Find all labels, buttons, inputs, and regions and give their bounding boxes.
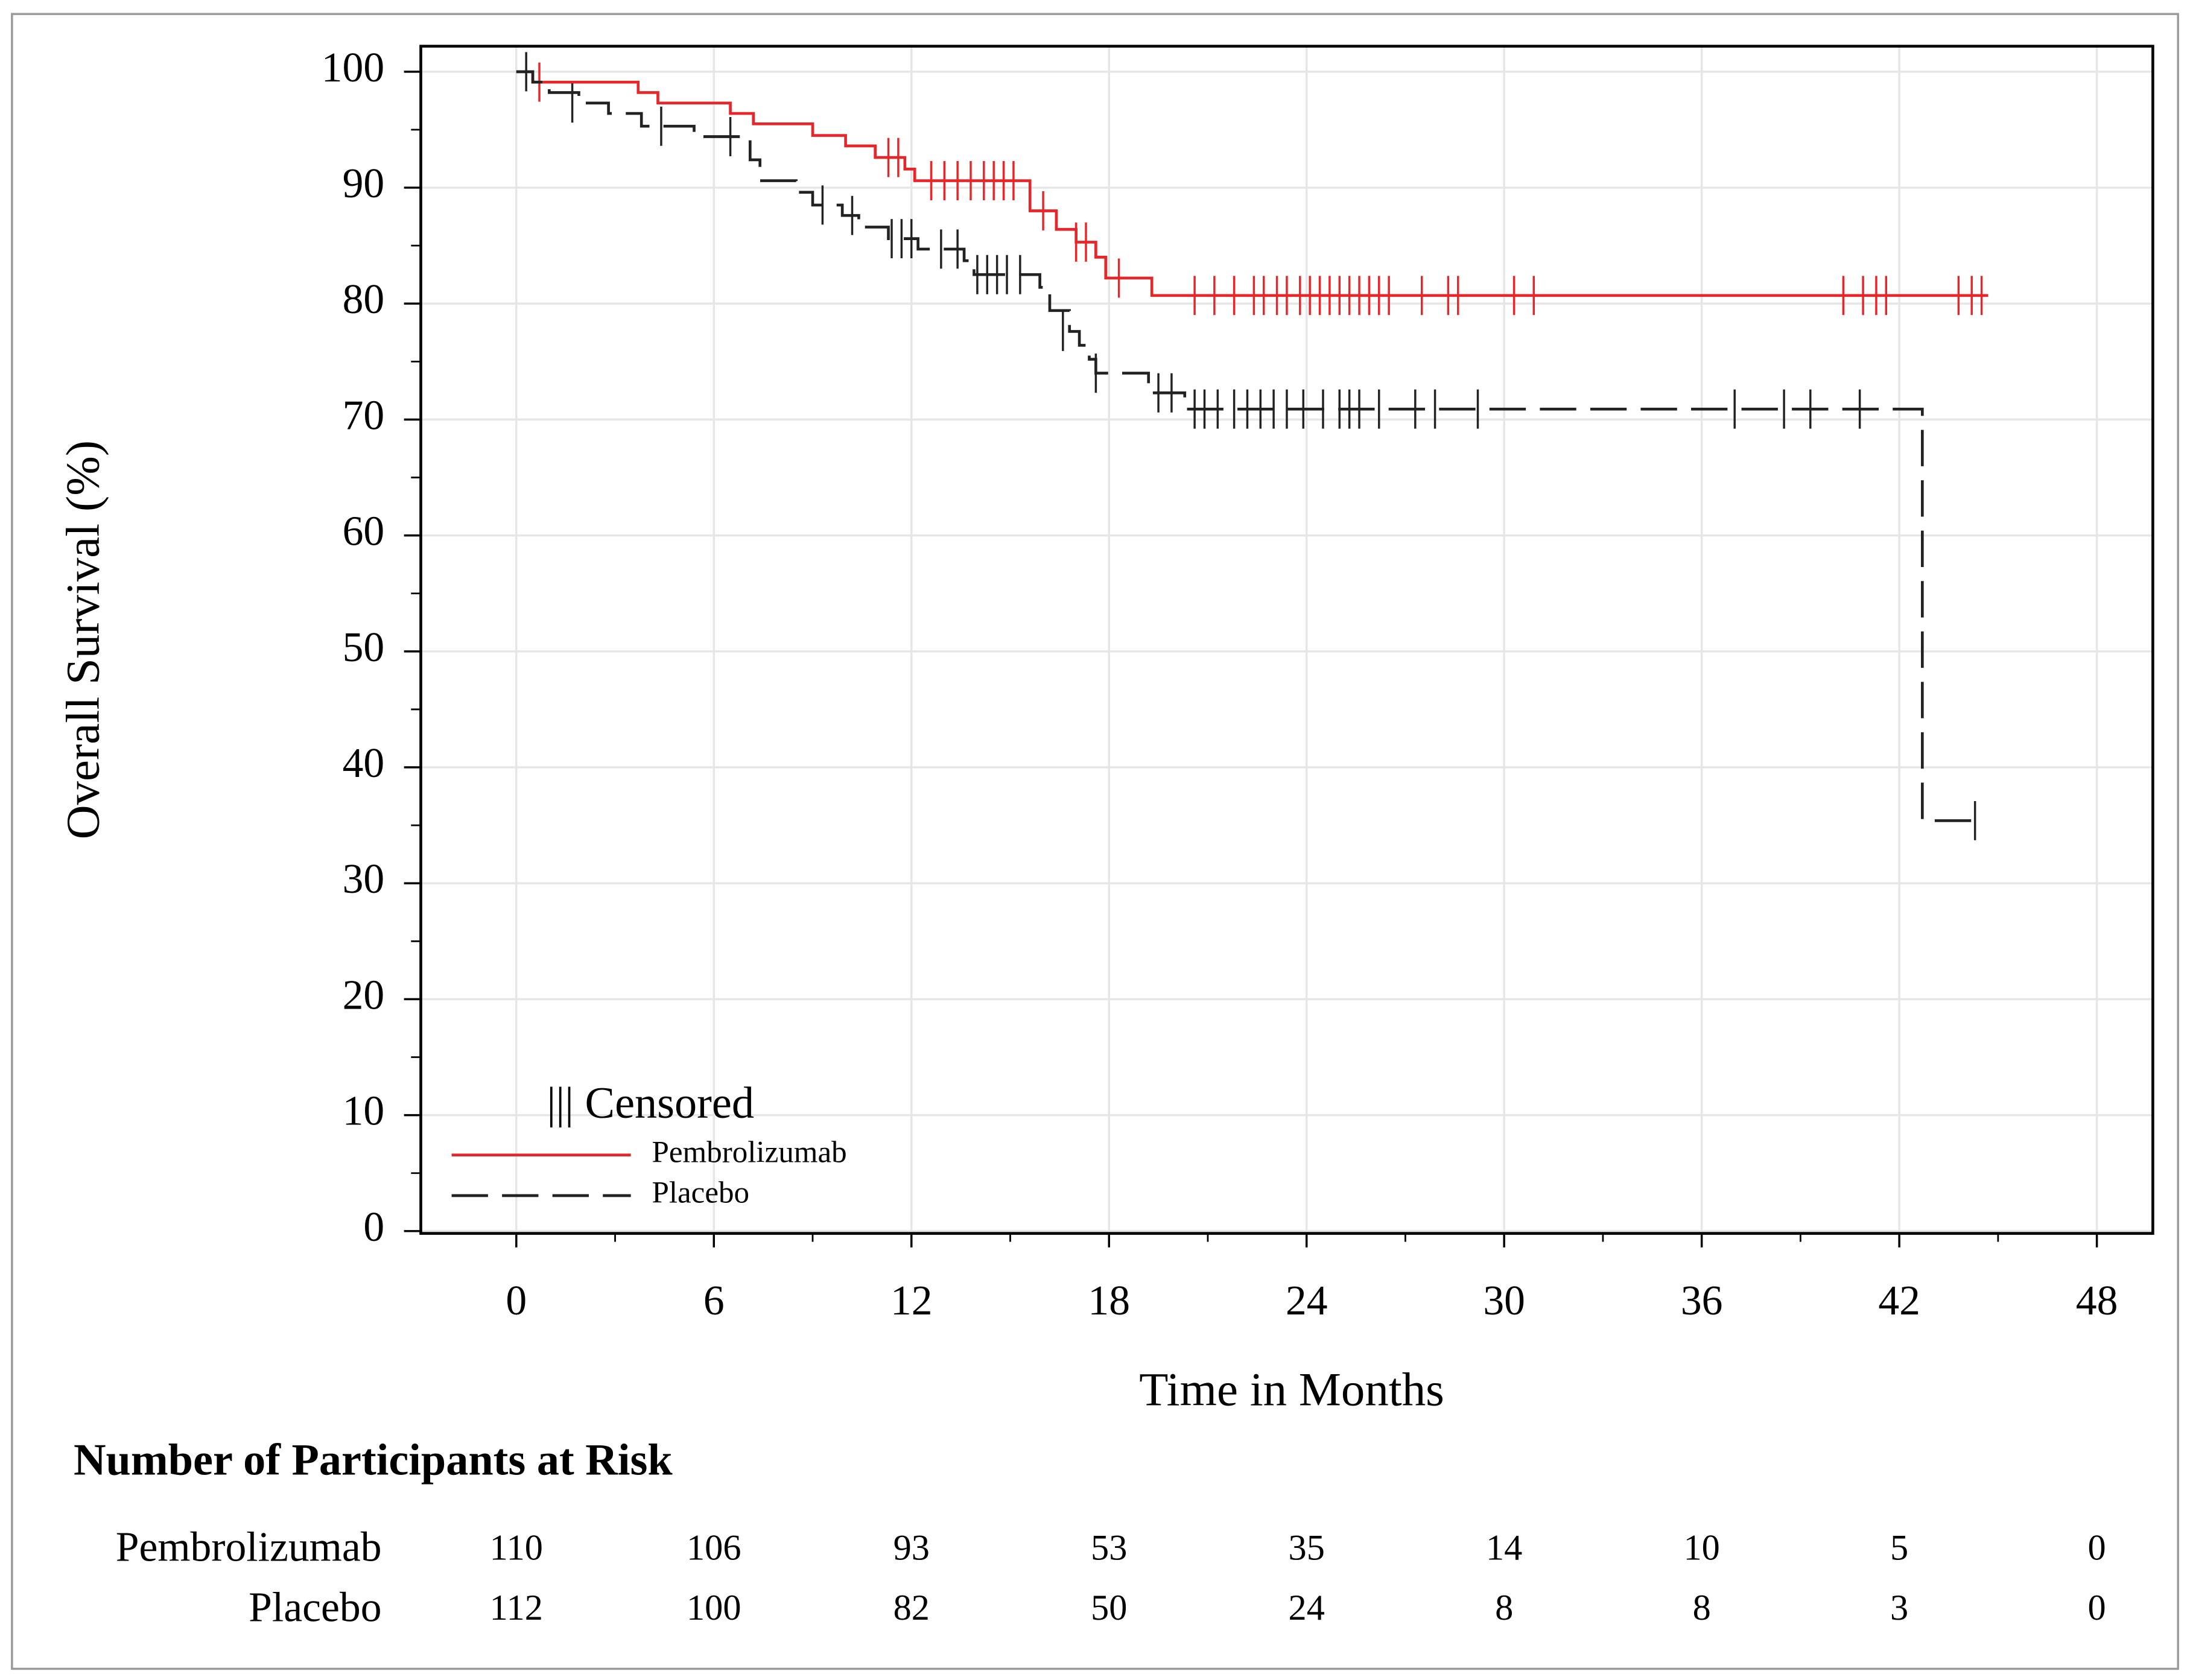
risk-value: 53 [1091,1527,1127,1568]
x-tick-label: 48 [2076,1278,2118,1324]
risk-row-name: Pembrolizumab [116,1524,382,1570]
censor-legend: ||| Censored [547,1079,754,1128]
risk-row-name: Placebo [249,1584,381,1631]
risk-value: 8 [1693,1588,1711,1628]
legend: Pembrolizumab Placebo [451,1135,847,1210]
legend-label: Pembrolizumab [652,1135,846,1169]
risk-value: 100 [687,1588,741,1628]
risk-value: 24 [1289,1588,1325,1628]
y-tick-label: 0 [363,1204,384,1250]
y-tick-label: 10 [343,1088,385,1135]
risk-value: 93 [893,1527,930,1568]
risk-table-title: Number of Participants at Risk [74,1436,673,1485]
risk-value: 112 [490,1588,543,1628]
y-tick-label: 90 [343,160,385,207]
x-axis-title: Time in Months [1139,1364,1444,1416]
y-tick-label: 100 [322,45,384,91]
y-tick-label: 60 [343,509,385,555]
risk-value: 50 [1091,1588,1127,1628]
x-tick-label: 18 [1088,1278,1130,1324]
x-tick-label: 36 [1681,1278,1723,1324]
axes: 0 6 12 18 24 30 36 42 48 0 10 20 30 40 50 60 70 80 90 100 [322,45,2118,1324]
plot-marks [516,52,1988,840]
outer-frame [11,13,2179,1670]
survival-curve [516,70,1975,822]
x-tick-label: 0 [506,1278,527,1324]
y-tick-label: 20 [343,972,385,1018]
x-tick-label: 30 [1483,1278,1525,1324]
risk-value: 106 [687,1527,741,1568]
y-tick-label: 80 [343,276,385,323]
risk-value: 0 [2088,1527,2106,1568]
risk-value: 0 [2088,1588,2106,1628]
risk-value: 3 [1890,1588,1908,1628]
risk-value: 82 [893,1588,930,1628]
risk-value: 8 [1495,1588,1513,1628]
x-tick-label: 42 [1878,1278,1920,1324]
x-tick-label: 6 [703,1278,725,1324]
survival-curve [516,70,1988,297]
y-tick-label: 50 [343,624,385,671]
risk-value: 35 [1289,1527,1325,1568]
legend-label: Placebo [652,1176,749,1210]
y-tick-label: 70 [343,392,385,439]
y-tick-label: 30 [343,856,385,902]
risk-value: 14 [1486,1527,1522,1568]
risk-value: 10 [1683,1527,1719,1568]
y-tick-label: 40 [343,740,385,787]
risk-value: 110 [490,1527,543,1568]
risk-value: 5 [1890,1527,1908,1568]
y-axis-title: Overall Survival (%) [57,440,109,840]
x-tick-label: 12 [890,1278,933,1324]
x-tick-label: 24 [1286,1278,1328,1324]
plot-frame [419,45,2154,1235]
